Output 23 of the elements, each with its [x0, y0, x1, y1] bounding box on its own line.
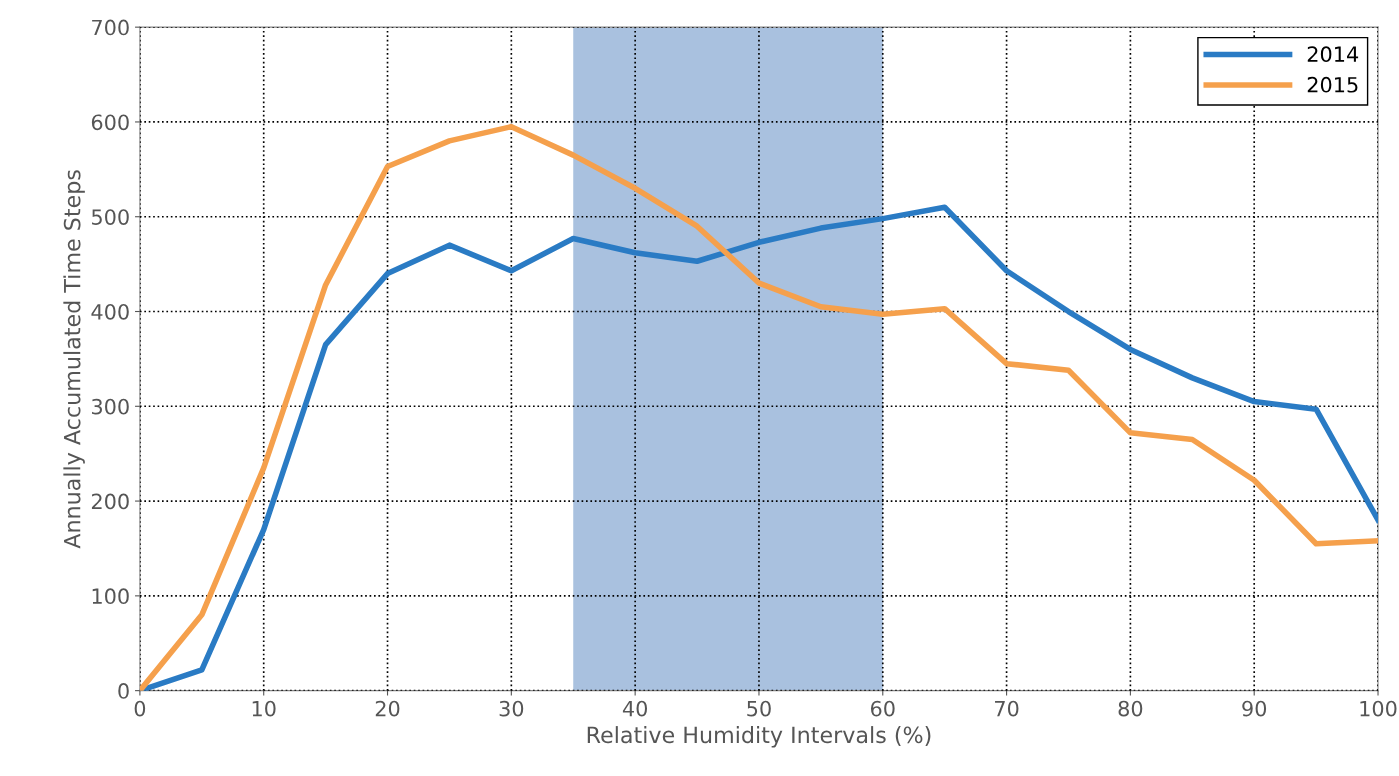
x-tick-label: 10	[252, 700, 276, 717]
x-tick-label: 20	[375, 700, 400, 717]
y-tick-label: 200	[91, 493, 129, 510]
y-tick-label: 500	[92, 209, 129, 225]
y-tick-label: 300	[92, 398, 129, 415]
x-tick-label: 70	[995, 700, 1019, 717]
x-tick-label: 30	[499, 700, 524, 717]
x-tick-label: 100	[1360, 700, 1397, 717]
x-tick-label: 0	[134, 700, 146, 717]
legend-label: 2014	[1307, 46, 1359, 63]
x-tick-label: 50	[747, 700, 771, 717]
x-tick-label: 80	[1118, 700, 1143, 717]
x-axis-title: Relative Humidity Intervals (%)	[587, 726, 931, 748]
y-axis-title: Annually Accumulated Time Steps	[63, 170, 85, 549]
x-tick-label: 90	[1242, 700, 1267, 717]
y-tick-label: 700	[92, 19, 129, 36]
y-tick-label: 600	[91, 114, 129, 131]
x-tick-label: 40	[622, 700, 648, 717]
y-tick-label: 400	[91, 303, 129, 320]
x-tick-label: 60	[870, 700, 895, 717]
legend-label: 2015	[1307, 76, 1358, 93]
y-tick-label: 100	[92, 588, 129, 605]
y-tick-label: 0	[118, 683, 129, 699]
